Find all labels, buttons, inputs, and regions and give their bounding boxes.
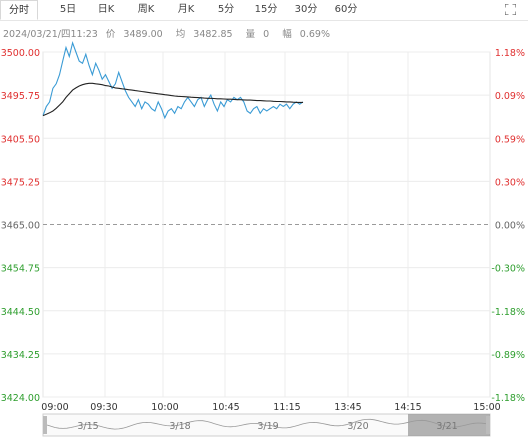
- quote-price: 价 3489.00: [106, 29, 168, 40]
- x-axis-label: 15:00: [473, 402, 500, 413]
- quote-datetime: 2024/03/21/四11:23: [3, 29, 98, 40]
- navigator-label: 3/15: [77, 421, 98, 432]
- y-axis-left-label: 3465.00: [1, 221, 40, 232]
- quote-info-bar: 2024/03/21/四11:23 价 3489.00 均 3482.85 量 …: [3, 26, 340, 40]
- quote-volume-value: 0: [263, 29, 270, 40]
- y-axis-left-label: 3405.50: [1, 134, 40, 145]
- y-axis-left-label: 3434.25: [1, 350, 40, 361]
- quote-avg-label: 均: [175, 29, 186, 40]
- quote-change-value: 0.69%: [299, 29, 330, 40]
- price-line: [42, 40, 304, 120]
- period-tabs: 分时 5日 日K 周K 月K 5分 15分 30分 60分: [0, 0, 528, 21]
- tab-7[interactable]: 30分: [294, 4, 318, 15]
- quote-avg-value: 3482.85: [193, 29, 233, 40]
- navigator-label: 3/20: [347, 421, 368, 432]
- navigator-sparkline: [46, 418, 487, 430]
- y-axis-left-label: 3424.00: [1, 393, 40, 404]
- y-axis-right-label: -0.30%: [491, 264, 525, 275]
- navigator-selection[interactable]: [408, 414, 490, 436]
- y-axis-left-label: 3475.25: [1, 177, 40, 188]
- y-axis-right-label: 0.00%: [495, 221, 525, 232]
- quote-avg: 均 3482.85: [176, 29, 238, 40]
- tab-3[interactable]: 周K: [137, 4, 155, 15]
- x-axis-label: 09:00: [41, 402, 68, 413]
- y-axis-right-label: 1.18%: [495, 48, 525, 59]
- navigator-handle-left[interactable]: [43, 416, 47, 434]
- y-axis-right-label: -1.18%: [491, 307, 525, 318]
- y-axis-right-label: 0.59%: [495, 134, 525, 145]
- y-axis-left-label: 3495.75: [1, 91, 40, 102]
- tab-2[interactable]: 日K: [97, 4, 115, 15]
- tab-1[interactable]: 5日: [59, 4, 77, 15]
- average-line: [42, 82, 303, 117]
- tab-0[interactable]: 分时: [0, 0, 38, 20]
- y-axis-left-label: 3454.75: [1, 264, 40, 275]
- x-axis-label: 10:00: [151, 402, 178, 413]
- x-axis-label: 10:45: [212, 402, 239, 413]
- tab-5[interactable]: 5分: [217, 4, 235, 15]
- navigator-label: 3/18: [169, 421, 190, 432]
- quote-volume: 量 0: [246, 29, 275, 40]
- tab-6[interactable]: 15分: [254, 4, 278, 15]
- y-axis-right-label: -0.89%: [491, 350, 525, 361]
- quote-change: 幅 0.69%: [282, 29, 335, 40]
- navigator-handle-right[interactable]: [486, 416, 490, 434]
- tab-4[interactable]: 月K: [177, 4, 195, 15]
- quote-price-value: 3489.00: [123, 29, 163, 40]
- y-axis-left-label: 3500.00: [1, 48, 40, 59]
- quote-change-label: 幅: [282, 29, 292, 40]
- x-axis-label: 11:15: [273, 402, 300, 413]
- y-axis-right-label: -1.18%: [491, 393, 525, 404]
- navigator-label: 3/21: [436, 421, 457, 432]
- x-axis-label: 14:15: [394, 402, 421, 413]
- quote-price-label: 价: [105, 29, 116, 40]
- x-axis-label: 09:30: [90, 402, 117, 413]
- y-axis-left-label: 3444.50: [1, 307, 40, 318]
- y-axis-right-label: 0.09%: [495, 91, 525, 102]
- tab-8[interactable]: 60分: [334, 4, 358, 15]
- navigator-label: 3/19: [257, 421, 278, 432]
- y-axis-right-label: 0.30%: [495, 177, 525, 188]
- x-axis-label: 13:45: [334, 402, 361, 413]
- quote-volume-label: 量: [245, 29, 256, 40]
